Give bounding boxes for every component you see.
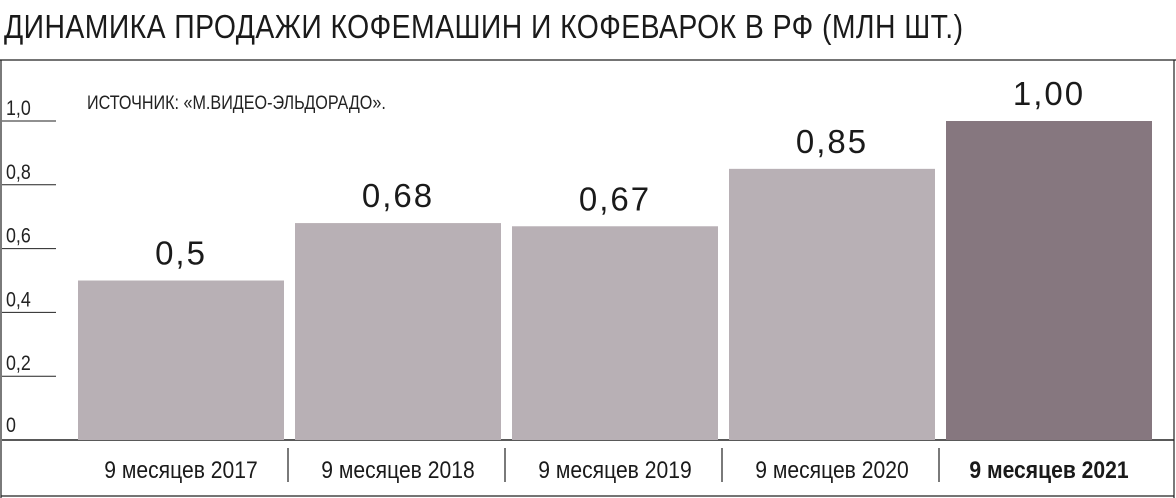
x-tick-label: 9 месяцев 2017 <box>104 457 257 484</box>
y-tick-label: 0,2 <box>6 352 31 376</box>
data-label: 0,68 <box>362 177 434 214</box>
data-label: 0,85 <box>796 123 868 160</box>
x-tick-label: 9 месяцев 2019 <box>538 457 691 484</box>
data-label: 1,00 <box>1013 75 1085 112</box>
bar <box>78 280 284 440</box>
bar <box>295 223 501 440</box>
x-tick-label: 9 месяцев 2020 <box>755 457 908 484</box>
y-tick-label: 0 <box>6 414 16 438</box>
y-tick-label: 0,6 <box>6 224 31 248</box>
y-tick-label: 1,0 <box>6 97 31 121</box>
x-tick-label: 9 месяцев 2018 <box>321 457 474 484</box>
bar <box>946 121 1152 440</box>
bar <box>512 226 718 440</box>
y-tick-label: 0,4 <box>6 288 31 312</box>
bar <box>729 168 935 440</box>
data-label: 0,5 <box>155 235 207 272</box>
chart-title: ДИНАМИКА ПРОДАЖИ КОФЕМАШИН И КОФЕВАРОК В… <box>4 8 964 45</box>
data-label: 0,67 <box>579 180 651 217</box>
source-note: ИСТОЧНИК: «М.ВИДЕО-ЭЛЬДОРАДО». <box>87 93 386 114</box>
x-tick-label: 9 месяцев 2021 <box>969 457 1128 484</box>
y-tick-label: 0,8 <box>6 160 31 184</box>
